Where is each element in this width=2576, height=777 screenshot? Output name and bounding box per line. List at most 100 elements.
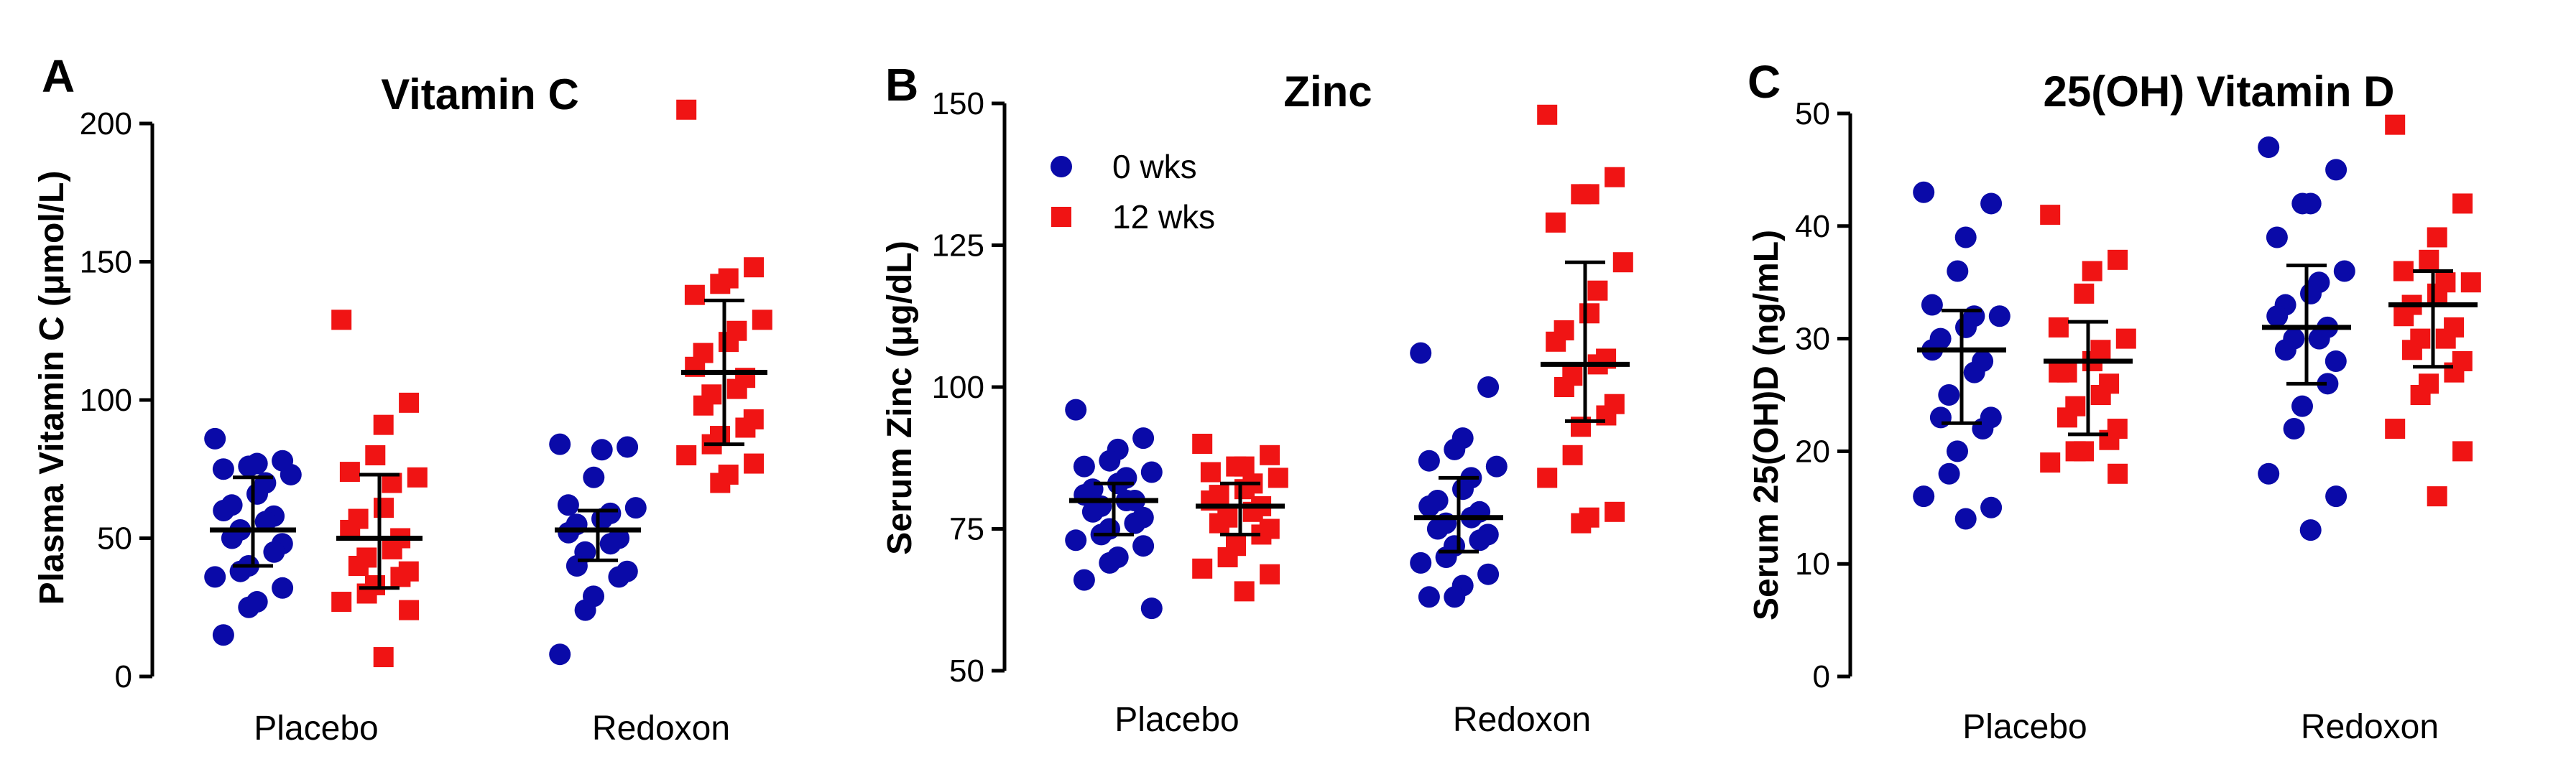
- data-point-0wks: [1418, 450, 1440, 472]
- panel-b-marks: [1065, 104, 1633, 620]
- data-point-12wks: [1217, 547, 1238, 567]
- data-point-0wks: [1426, 518, 1449, 540]
- data-point-0wks: [1988, 305, 2011, 327]
- data-point-12wks: [752, 310, 772, 330]
- data-point-12wks: [2393, 306, 2414, 327]
- data-point-0wks: [204, 427, 226, 450]
- data-point-0wks: [1954, 226, 1977, 248]
- y-tick-label: 200: [80, 106, 132, 141]
- data-point-0wks: [1140, 461, 1163, 483]
- y-tick-label: 30: [1795, 322, 1830, 357]
- data-point-12wks: [2452, 441, 2473, 462]
- data-point-0wks: [1938, 462, 1960, 485]
- data-point-12wks: [374, 498, 394, 518]
- data-point-0wks: [2325, 485, 2348, 508]
- data-point-0wks: [624, 497, 647, 519]
- data-point-0wks: [1418, 495, 1441, 517]
- data-point-12wks: [684, 284, 705, 305]
- panel-a: A Vitamin C Plasma Vitamin C (μmol/L) 0 5…: [33, 50, 772, 748]
- data-point-12wks: [390, 567, 411, 587]
- data-point-0wks: [2266, 305, 2289, 327]
- data-point-12wks: [365, 445, 386, 465]
- data-point-0wks: [1410, 552, 1432, 574]
- panel-c-marks: [1913, 114, 2481, 541]
- panel-b-y-ticks: 50 75 100 125 150: [932, 86, 1005, 689]
- data-point-12wks: [2460, 272, 2481, 293]
- data-point-0wks: [1485, 455, 1508, 478]
- data-point-0wks: [2333, 260, 2355, 282]
- data-point-12wks: [2435, 328, 2456, 349]
- panel-c-letter: C: [1748, 56, 1781, 108]
- panel-b-legend: 0 wks 12 wks: [1051, 148, 1215, 236]
- data-point-0wks: [212, 458, 234, 480]
- data-point-12wks: [407, 467, 428, 488]
- data-point-12wks: [2452, 193, 2473, 214]
- data-point-0wks: [599, 533, 622, 555]
- data-point-0wks: [608, 566, 630, 588]
- data-point-0wks: [1065, 399, 1087, 421]
- data-point-12wks: [1234, 581, 1255, 602]
- data-point-0wks: [1921, 294, 1943, 316]
- data-point-12wks: [693, 395, 714, 416]
- data-point-12wks: [1545, 212, 1566, 233]
- data-point-0wks: [2291, 395, 2313, 417]
- data-point-12wks: [1192, 558, 1213, 579]
- data-point-0wks: [1099, 552, 1121, 574]
- legend-0wks-label: 0 wks: [1112, 148, 1197, 185]
- panel-a-category-placebo: Placebo: [254, 709, 378, 748]
- data-point-0wks: [1140, 597, 1163, 620]
- data-point-0wks: [1477, 376, 1500, 398]
- data-point-12wks: [331, 592, 352, 613]
- data-point-12wks: [726, 378, 747, 399]
- data-point-0wks: [2299, 519, 2322, 541]
- data-point-12wks: [2108, 249, 2128, 270]
- data-point-0wks: [2308, 327, 2330, 350]
- legend-12wks-marker: [1051, 207, 1071, 227]
- data-point-0wks: [1980, 496, 2003, 518]
- panel-a-y-axis-title: Plasma Vitamin C (μmol/L): [33, 171, 71, 605]
- data-point-12wks: [2410, 385, 2431, 405]
- data-point-0wks: [1972, 418, 1994, 440]
- panel-c-category-placebo: Placebo: [1962, 708, 2087, 746]
- y-tick-label: 100: [932, 370, 984, 405]
- data-point-12wks: [2393, 261, 2414, 282]
- y-tick-label: 10: [1795, 546, 1830, 582]
- data-point-0wks: [549, 643, 571, 666]
- y-tick-label: 150: [932, 86, 984, 121]
- data-point-0wks: [213, 500, 235, 521]
- data-point-0wks: [1073, 569, 1095, 591]
- panel-c-title: 25(OH) Vitamin D: [2044, 68, 2395, 116]
- data-point-0wks: [558, 521, 580, 544]
- data-point-0wks: [1947, 260, 1969, 282]
- data-point-0wks: [2325, 350, 2347, 372]
- data-point-12wks: [2115, 328, 2136, 349]
- data-point-12wks: [735, 417, 756, 438]
- panel-b-title: Zinc: [1283, 68, 1372, 116]
- data-point-0wks: [2258, 462, 2280, 485]
- data-point-0wks: [591, 439, 613, 461]
- y-tick-label: 75: [949, 512, 984, 547]
- data-point-12wks: [2427, 486, 2447, 507]
- data-point-0wks: [1938, 384, 1960, 406]
- data-point-0wks: [1132, 535, 1155, 557]
- data-point-12wks: [2040, 452, 2061, 473]
- data-point-0wks: [557, 494, 579, 516]
- data-point-0wks: [263, 541, 285, 563]
- data-point-12wks: [710, 473, 731, 493]
- data-point-12wks: [399, 392, 420, 413]
- panel-a-letter: A: [42, 50, 75, 102]
- data-point-12wks: [2040, 205, 2061, 225]
- y-tick-label: 40: [1795, 209, 1830, 244]
- y-tick-label: 0: [115, 659, 132, 694]
- panel-b-category-redoxon: Redoxon: [1453, 701, 1591, 739]
- data-point-0wks: [1410, 342, 1432, 364]
- data-point-0wks: [1469, 529, 1491, 552]
- data-point-12wks: [2048, 317, 2069, 338]
- y-tick-label: 0: [1813, 659, 1830, 694]
- data-point-0wks: [1913, 485, 1935, 508]
- data-point-12wks: [2419, 249, 2439, 270]
- data-point-12wks: [1260, 445, 1280, 465]
- data-point-0wks: [1444, 438, 1466, 460]
- data-point-12wks: [2074, 283, 2095, 304]
